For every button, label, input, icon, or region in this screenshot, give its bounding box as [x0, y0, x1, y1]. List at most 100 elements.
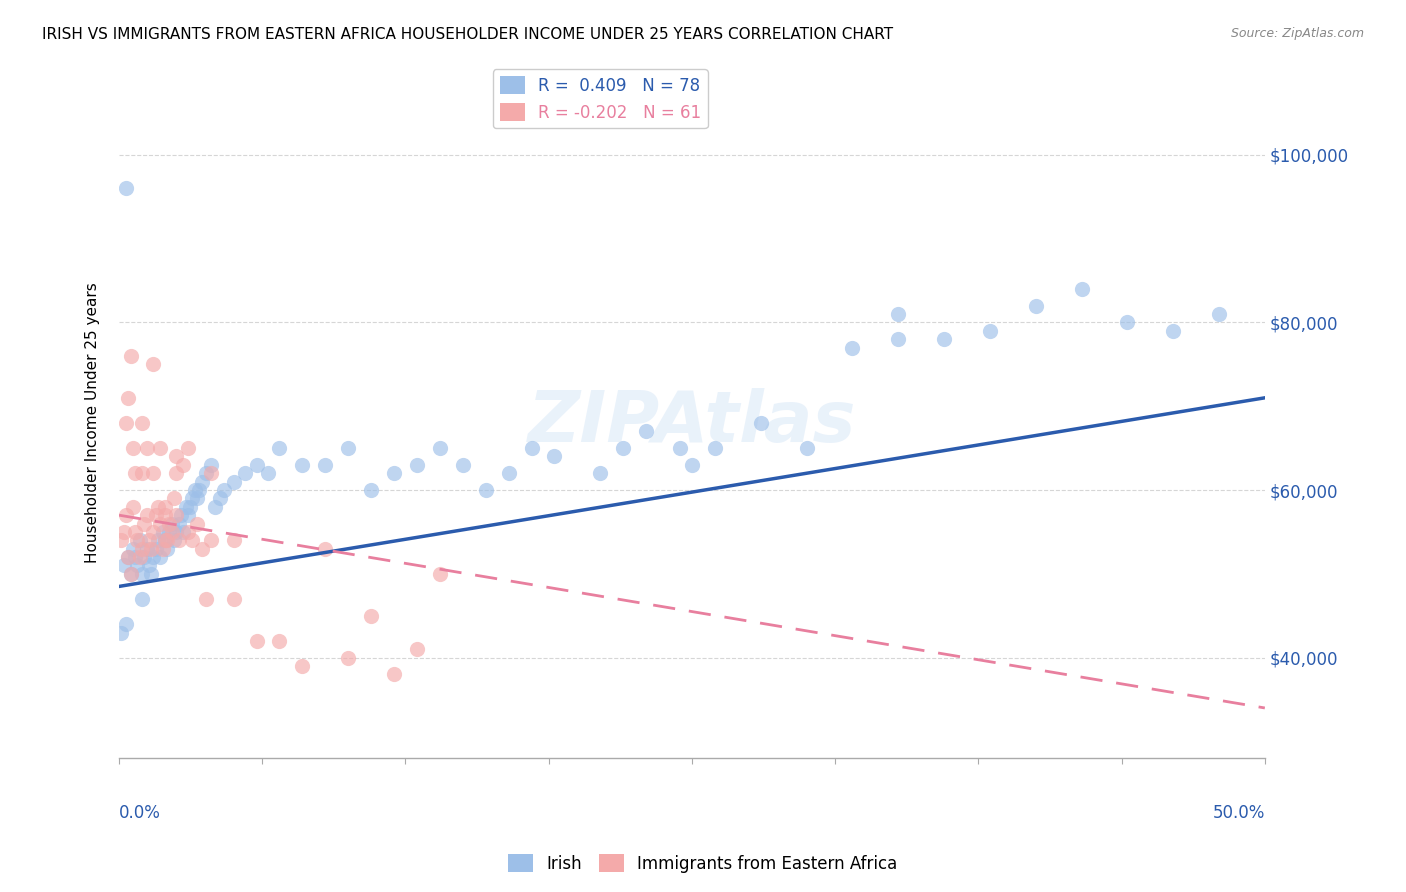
Text: 50.0%: 50.0%: [1212, 805, 1265, 822]
Point: [269, 441, 291, 455]
Point: [429, 566, 451, 581]
Point: [135, 508, 157, 523]
Point: [156, 541, 179, 556]
Point: [167, 516, 190, 531]
Legend: R =  0.409   N = 78, R = -0.202   N = 61: R = 0.409 N = 78, R = -0.202 N = 61: [494, 70, 707, 128]
Point: [128, 550, 150, 565]
Point: [153, 500, 176, 514]
Point: [152, 541, 174, 556]
Text: Source: ZipAtlas.com: Source: ZipAtlas.com: [1230, 27, 1364, 40]
Point: [165, 524, 187, 539]
Point: [115, 508, 138, 523]
Point: [139, 566, 162, 581]
Point: [181, 491, 204, 506]
Point: [112, 558, 135, 573]
Point: [112, 524, 135, 539]
Text: IRISH VS IMMIGRANTS FROM EASTERN AFRICA HOUSEHOLDER INCOME UNDER 25 YEARS CORREL: IRISH VS IMMIGRANTS FROM EASTERN AFRICA …: [42, 27, 893, 42]
Point: [337, 441, 360, 455]
Point: [887, 332, 910, 346]
Point: [681, 458, 703, 472]
Point: [115, 181, 138, 195]
Point: [183, 483, 205, 497]
Point: [200, 467, 222, 481]
Point: [153, 533, 176, 548]
Point: [406, 642, 429, 657]
Point: [245, 634, 267, 648]
Point: [121, 441, 143, 455]
Point: [1025, 299, 1047, 313]
Point: [127, 533, 149, 548]
Point: [149, 516, 172, 531]
Point: [156, 533, 179, 548]
Point: [841, 341, 863, 355]
Point: [257, 467, 280, 481]
Point: [291, 659, 314, 673]
Point: [172, 458, 194, 472]
Point: [160, 524, 183, 539]
Point: [520, 441, 543, 455]
Point: [1070, 282, 1092, 296]
Point: [163, 491, 186, 506]
Point: [979, 324, 1001, 338]
Point: [134, 550, 156, 565]
Text: ZIPAtlas: ZIPAtlas: [527, 388, 856, 458]
Point: [382, 667, 405, 681]
Point: [174, 500, 197, 514]
Point: [1161, 324, 1184, 338]
Point: [131, 416, 153, 430]
Point: [117, 550, 139, 565]
Point: [406, 458, 429, 472]
Point: [214, 483, 236, 497]
Point: [177, 524, 200, 539]
Point: [146, 500, 169, 514]
Point: [120, 349, 142, 363]
Point: [138, 533, 160, 548]
Point: [165, 450, 187, 464]
Point: [120, 566, 142, 581]
Point: [796, 441, 818, 455]
Y-axis label: Householder Income Under 25 years: Householder Income Under 25 years: [86, 283, 100, 564]
Point: [337, 650, 360, 665]
Point: [138, 558, 160, 573]
Point: [887, 307, 910, 321]
Point: [165, 508, 187, 523]
Point: [124, 467, 146, 481]
Point: [188, 483, 211, 497]
Point: [177, 508, 200, 523]
Point: [163, 533, 186, 548]
Point: [195, 467, 218, 481]
Point: [128, 533, 150, 548]
Point: [233, 467, 256, 481]
Point: [159, 524, 181, 539]
Point: [179, 500, 201, 514]
Point: [669, 441, 692, 455]
Point: [222, 533, 245, 548]
Point: [932, 332, 955, 346]
Point: [152, 524, 174, 539]
Point: [127, 558, 149, 573]
Point: [124, 550, 146, 565]
Point: [167, 533, 190, 548]
Point: [195, 592, 218, 607]
Point: [451, 458, 474, 472]
Point: [1116, 315, 1139, 329]
Point: [498, 467, 520, 481]
Point: [149, 550, 172, 565]
Point: [121, 541, 143, 556]
Point: [142, 550, 165, 565]
Point: [172, 524, 194, 539]
Point: [146, 533, 169, 548]
Point: [177, 441, 200, 455]
Point: [314, 541, 336, 556]
Point: [142, 357, 165, 371]
Point: [222, 475, 245, 489]
Point: [117, 391, 139, 405]
Point: [612, 441, 634, 455]
Point: [636, 425, 658, 439]
Point: [120, 566, 142, 581]
Text: 0.0%: 0.0%: [120, 805, 160, 822]
Point: [160, 516, 183, 531]
Point: [153, 508, 176, 523]
Point: [159, 516, 181, 531]
Point: [134, 516, 156, 531]
